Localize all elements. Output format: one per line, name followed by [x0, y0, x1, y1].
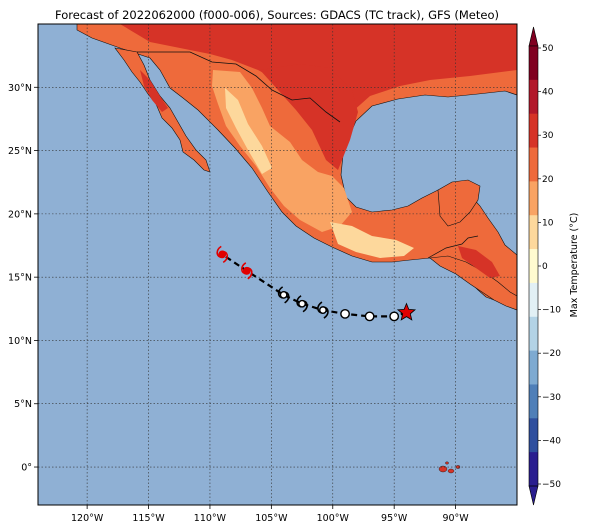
colorbar-segment	[529, 249, 538, 284]
figure-title: Forecast of 2022062000 (f000-006), Sourc…	[55, 8, 499, 22]
colorbar-extend-max	[528, 26, 539, 47]
colorbar-tick-label: −30	[542, 393, 561, 403]
colorbar-tick-label: −20	[542, 349, 561, 359]
track-point-low-icon	[364, 311, 375, 322]
colorbar-tick-label: 20	[542, 175, 554, 185]
tick-label-lat: 30°N	[8, 83, 32, 94]
tick-label-lat: 5°N	[14, 399, 32, 410]
colorbar-segment	[529, 282, 538, 318]
tick-label-lon: 110°W	[194, 513, 227, 524]
border-mexico-guatemala	[427, 235, 479, 259]
colorbar-segment	[529, 181, 538, 216]
tick-label-lat: 15°N	[8, 273, 32, 284]
colorbar-segment	[529, 350, 538, 385]
colorbar-segment	[529, 316, 538, 352]
border-usa-mexico	[137, 51, 341, 123]
tick-label-lat: 25°N	[8, 146, 32, 157]
colorbar-segment	[529, 113, 538, 149]
region-hot-northeast	[260, 64, 358, 170]
region-hot-central-america	[458, 246, 500, 278]
tick-label-lon: 115°W	[132, 513, 165, 524]
track-point-hurricane-icon	[216, 245, 229, 264]
colorbar: 50 40 30 20 10 0 −10 −20 −30 −40 −50	[528, 26, 561, 506]
colorbar-segment	[529, 46, 538, 81]
tick-label-lon: 90°W	[442, 513, 469, 524]
tick-label-lat: 20°N	[8, 209, 32, 220]
tick-label-lon: 120°W	[71, 513, 104, 524]
tick-label-lon: 105°W	[255, 513, 288, 524]
axis-ticks: 120°W 115°W 110°W 105°W 100°W 95°W 90°W 30°N 25°…	[8, 83, 469, 524]
region-plateau-south	[330, 222, 414, 258]
colorbar-tick-label: 40	[542, 88, 554, 98]
tick-label-lon: 100°W	[317, 513, 350, 524]
colorbar-tick-label: 50	[542, 44, 554, 54]
map-area	[38, 24, 517, 505]
track-point-storm-icon	[317, 301, 329, 319]
track-point-low-icon	[389, 311, 400, 322]
colorbar-tick-label: 10	[542, 218, 554, 228]
map-frame	[37, 23, 518, 506]
colorbar-label: Max Temperature (°C)	[569, 213, 580, 318]
land-central-america	[429, 255, 517, 311]
colorbar-segment	[529, 147, 538, 182]
track-point-hurricane-icon	[240, 262, 253, 280]
colorbar-tick-label: −50	[542, 480, 561, 490]
land-yucatan	[437, 179, 481, 227]
region-hot-baja	[140, 70, 168, 112]
colorbar-tick-label: −10	[542, 306, 561, 316]
tick-label-lat: 0°	[21, 463, 32, 474]
colorbar-tick-label: −40	[542, 436, 561, 446]
track-point-storm-icon	[296, 295, 308, 313]
colorbar-segment	[529, 452, 538, 487]
cyclone-track	[216, 245, 417, 322]
graticule	[38, 24, 517, 505]
track-point-storm-icon	[277, 286, 290, 304]
colorbar-segment	[529, 418, 538, 453]
colorbar-extend-min	[528, 485, 539, 506]
region-plateau-mid	[225, 88, 272, 174]
track-point-low-icon	[340, 308, 350, 319]
colorbar-tick-label: 30	[542, 131, 554, 141]
land-galapagos	[438, 461, 461, 474]
colorbar-tick-label: 0	[542, 262, 548, 272]
current-position-star-icon	[396, 302, 417, 321]
colorbar-segment	[529, 384, 538, 419]
tick-label-lat: 10°N	[8, 336, 32, 347]
colorbar-segment	[529, 215, 538, 250]
tick-label-lon: 95°W	[381, 513, 408, 524]
colorbar-segment	[529, 79, 538, 115]
region-plateau	[212, 70, 352, 232]
